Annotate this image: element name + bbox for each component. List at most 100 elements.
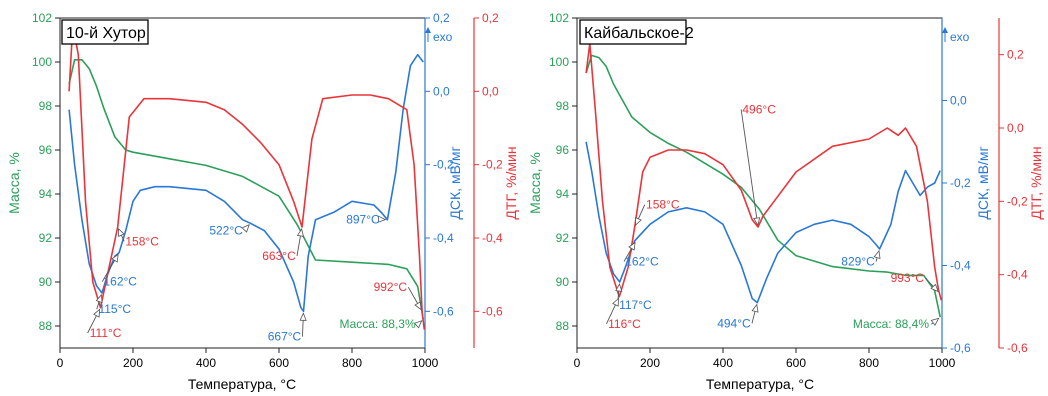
annotation-arrowhead [930, 283, 939, 293]
annotation-group: 158°C 162°C 117°C 116°C 496°C 494°C 829°C 993°C… [606, 102, 940, 331]
x-tick-label: 600 [269, 356, 289, 370]
mass-curve [68, 58, 424, 320]
mass-tick-label: 96 [556, 143, 570, 157]
annotation-arrowhead [873, 249, 881, 260]
annotation-arrowhead [95, 293, 103, 304]
annotation-arrowhead [296, 227, 304, 237]
annotation-arrowhead [612, 297, 619, 307]
annotation-arrowhead [93, 308, 101, 318]
annotation-label: 117°C [619, 298, 652, 312]
mass-tick-label: 102 [32, 11, 52, 25]
dsc-axis-label: ДСК, мВ/мг [447, 146, 463, 219]
annotation-arrowhead [615, 282, 623, 292]
title-box [579, 19, 687, 45]
dtg-tick-label: -0,6 [482, 304, 503, 318]
x-tick-label: 800 [859, 356, 879, 370]
annotation-label: 829°C [841, 255, 875, 269]
dtg-curve [585, 42, 943, 301]
mass-tick-label: 90 [556, 275, 570, 289]
grid-ticks: 0 200 400 600 800 1000 88 90 92 94 96 98 100 102 -0,6 -… [549, 11, 1028, 370]
exo-arrow-icon [425, 27, 431, 42]
mass-tick-label: 92 [556, 231, 570, 245]
mass-axis-label: Масса, % [527, 152, 543, 214]
mass-tick-label: 92 [39, 231, 53, 245]
dsc-tick-label: -0,2 [433, 158, 454, 172]
x-tick-label: 400 [713, 356, 733, 370]
dtg-tick-label: 0,0 [482, 84, 499, 98]
annotation-arrowhead [111, 253, 119, 263]
annotation-label: 667°C [268, 330, 302, 344]
x-tick-label: 200 [123, 356, 143, 370]
dtg-tick-label: -0,6 [1007, 341, 1028, 355]
mass-tick-label: 90 [39, 275, 53, 289]
annotation-arrowhead [377, 215, 387, 223]
dtg-tick-label: 0,2 [482, 11, 499, 25]
panel-left: 0 200 400 600 800 1000 88 90 92 94 96 98 100 102 -0,6 -… [6, 11, 519, 392]
x-tick-label: 200 [640, 356, 660, 370]
mass-axis-label: Масса, % [6, 152, 22, 214]
annotation-label: 897°C [346, 212, 380, 226]
annotation-label: 162°C [103, 275, 137, 289]
annotation-arrowhead [753, 217, 761, 227]
series-group [585, 42, 943, 318]
dsc-tick-label: 0,0 [433, 84, 450, 98]
annotation-label: 496°C [742, 102, 776, 116]
mass-tick-label: 98 [556, 99, 570, 113]
mass-tick-label: 94 [556, 187, 570, 201]
annotation-label: 663°C [262, 249, 296, 263]
annotation-arrowhead [299, 312, 307, 321]
annotation-label: 158°C [646, 198, 680, 212]
dtg-tick-label: -0,4 [1007, 268, 1028, 282]
dtg-axis-label: ДТГ, %/мин [503, 146, 519, 219]
x-tick-label: 800 [342, 356, 362, 370]
plot-frame [59, 17, 426, 349]
dsc-tick-label: -0,4 [433, 231, 454, 245]
dsc-tick-label: -0,4 [950, 259, 971, 273]
dsc-tick-label: -0,2 [950, 176, 971, 190]
dsc-tick-label: 0,2 [433, 11, 450, 25]
annotation-label: 993°C [891, 271, 925, 285]
mass-tick-label: 100 [32, 55, 52, 69]
annotation-label: Масса: 88,4% [853, 317, 930, 331]
x-tick-label: 600 [786, 356, 806, 370]
annotation-arrowhead [930, 317, 940, 326]
dsc-tick-label: -0,6 [433, 304, 454, 318]
panel-title: 10-й Хутор [66, 25, 146, 42]
x-tick-label: 400 [196, 356, 216, 370]
mass-tick-label: 88 [556, 319, 570, 333]
dtg-axis-label: ДТГ, %/мин [1028, 146, 1044, 219]
dtg-tick-label: -0,2 [1007, 194, 1028, 208]
annotation-group: 158°C 162°C 115°C 111°C 522°C 663°C 897°C 667°C… [87, 212, 423, 344]
annotation-label: 116°C [608, 317, 641, 331]
mass-tick-label: 94 [39, 187, 53, 201]
mass-tick-label: 102 [549, 11, 569, 25]
dsc-axis-label: ДСК, мВ/мг [975, 146, 991, 219]
dtg-tick-label: 0,2 [1007, 48, 1024, 62]
dtg-tick-label: 0,0 [1007, 121, 1024, 135]
panel-title: Кайбальское-2 [584, 25, 694, 42]
x-tick-label: 1000 [929, 356, 956, 370]
dsc-tick-label: -0,6 [950, 341, 971, 355]
mass-tick-label: 88 [39, 319, 53, 333]
dtg-tick-label: -0,4 [482, 231, 503, 245]
dsc-curve [585, 141, 941, 304]
annotation-label: 522°C [209, 223, 243, 237]
panel-right: 0 200 400 600 800 1000 88 90 92 94 96 98 100 102 -0,6 -… [527, 11, 1044, 392]
annotation-arrowhead [751, 303, 759, 313]
annotation-label: 115°C [98, 302, 131, 316]
exo-arrow-icon [942, 27, 948, 42]
x-tick-label: 1000 [412, 356, 439, 370]
annotation-arrow [740, 109, 759, 226]
annotation-arrowhead [413, 320, 423, 329]
exo-label: exo [950, 30, 970, 44]
x-axis-label: Температура, °C [188, 376, 296, 392]
title-box [61, 19, 149, 45]
mass-tick-label: 98 [39, 99, 53, 113]
annotation-label: 111°C [90, 326, 122, 340]
dtg-tick-label: -0,2 [482, 158, 503, 172]
annotation-label: 992°C [374, 280, 408, 294]
x-tick-label: 0 [57, 356, 64, 370]
annotation-label: 158°C [125, 234, 159, 248]
annotation-arrowhead [118, 227, 125, 238]
